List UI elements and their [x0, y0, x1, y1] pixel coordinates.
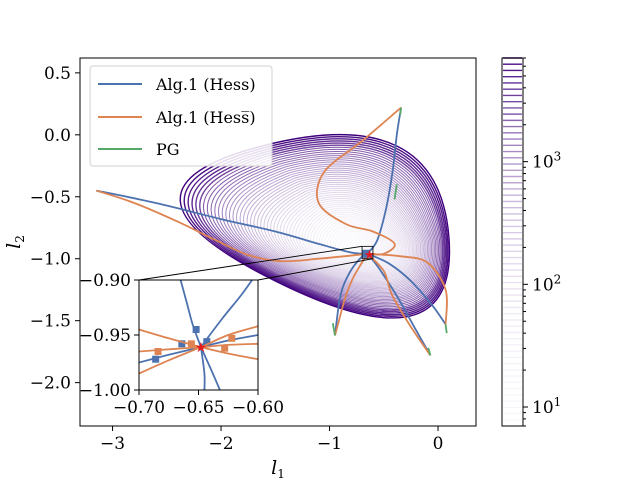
inset-marker-hessbar — [154, 348, 162, 355]
y-tick-label: −1.5 — [30, 312, 71, 332]
colorbar-tick-label: 103 — [532, 150, 561, 173]
contour-line — [270, 185, 416, 284]
contour-line — [246, 171, 426, 292]
x-tick-label: 0 — [433, 434, 444, 454]
inset-marker-hess — [203, 338, 211, 346]
contour-line — [332, 227, 388, 263]
zoom-connectors — [138, 245, 374, 281]
y-tick-label: −0.5 — [30, 188, 71, 208]
inset-marker-hessbar — [221, 344, 229, 352]
contour-line — [191, 140, 447, 314]
colorbar-tick-label: 102 — [532, 272, 561, 295]
colorbar-ticks: 101 102 103 — [523, 57, 561, 427]
series-line-hessbar — [366, 253, 432, 356]
contour-line — [206, 148, 441, 308]
contour-line — [218, 155, 437, 303]
contour-line — [327, 223, 390, 265]
series-line-hessbar — [367, 252, 448, 325]
series-line-hess — [366, 107, 402, 255]
main-series: ★ — [96, 106, 448, 356]
inset-series: ★ — [139, 280, 258, 390]
y-tick-label: 0.0 — [44, 126, 71, 146]
contour-line — [253, 175, 423, 290]
contour-line — [304, 207, 401, 272]
inset-y-tick-label: −0.90 — [79, 271, 131, 291]
main-axes-frame — [79, 57, 477, 427]
y-tick-label: −1.0 — [30, 250, 71, 270]
inset-y-tick-label: −0.95 — [79, 326, 131, 346]
legend-label-pg: PG — [156, 140, 180, 159]
y-tick-label: −2.0 — [30, 374, 71, 394]
contour-line — [183, 136, 449, 318]
contour-line — [286, 195, 409, 278]
contour-line — [214, 153, 438, 305]
inset-marker-hess — [178, 340, 186, 348]
zoom-connector-line — [138, 245, 363, 281]
series-line-pg — [427, 347, 432, 356]
optimum-square-marker — [362, 249, 371, 258]
series-line-pg — [393, 184, 398, 200]
legend-label-hess: Alg.1 (Hess) — [155, 75, 256, 94]
contour-line — [307, 209, 400, 271]
y-tick-label: 0.5 — [44, 64, 71, 84]
contour-line — [243, 169, 427, 294]
legend-box — [89, 65, 273, 167]
inset-x-tick-label: −0.65 — [172, 398, 224, 418]
contour-line — [203, 146, 442, 309]
x-axis-label: l1 — [271, 457, 285, 480]
legend-label-hessbar: Alg.1 (Hess̅) — [155, 108, 256, 127]
contour-line — [221, 157, 435, 302]
series-line-hess — [96, 189, 368, 255]
contour-line — [263, 181, 419, 286]
inset-series-line-hessbar — [139, 325, 258, 375]
colorbar-tick-label: 101 — [532, 395, 561, 418]
zoom-region-box — [361, 245, 374, 260]
series-line-hessbar — [334, 253, 369, 336]
contour-line — [232, 163, 431, 298]
optimum-star-marker: ★ — [364, 248, 376, 263]
inset-series-line-hess — [179, 280, 202, 348]
inset-y-tick-label: −1.00 — [79, 381, 131, 401]
x-tick-label: −1 — [317, 434, 342, 454]
series-line-pg — [444, 324, 448, 334]
colorbar-frame — [501, 57, 524, 427]
y-axis-label: l2 — [3, 235, 27, 249]
contour-line — [260, 179, 420, 287]
inset-x-tick-label: −0.60 — [232, 398, 284, 418]
contour-line — [337, 230, 385, 262]
contour-line — [250, 173, 424, 291]
contour-line — [340, 232, 383, 261]
x-tick-label: −3 — [100, 434, 125, 454]
series-line-pg — [331, 323, 336, 336]
inset-marker-hessbar — [187, 340, 195, 348]
colorbar — [503, 57, 522, 427]
contour-line — [210, 151, 439, 306]
inset-series-line-hess — [200, 346, 206, 390]
inset-series-line-hess — [200, 346, 221, 390]
main-ticks: −3 −2 −1 0 0.5 0.0 −0.5 −1.0 −1.5 −2.0 — [30, 64, 444, 454]
contour-line — [335, 228, 386, 263]
series-line-hessbar — [316, 106, 402, 256]
series-line-hess — [366, 253, 432, 356]
series-line-pg — [399, 107, 402, 116]
legend: Alg.1 (Hess) Alg.1 (Hess̅) PG — [89, 65, 273, 167]
contour-line — [225, 159, 434, 300]
contour-line — [266, 183, 417, 285]
contour-line — [229, 161, 433, 299]
inset-marker-hessbar — [228, 334, 236, 342]
x-tick-label: −2 — [209, 434, 234, 454]
inset-optimum-star: ★ — [195, 340, 208, 356]
series-line-hessbar — [96, 189, 368, 263]
series-line-hess — [367, 252, 447, 325]
contour-line — [342, 234, 382, 261]
inset-marker-hess — [192, 326, 200, 333]
inset-marker-hess — [152, 355, 160, 363]
contour-line — [310, 211, 398, 270]
inset-x-tick-label: −0.70 — [113, 398, 165, 418]
zoom-connector-line — [257, 258, 374, 281]
contour-line — [195, 142, 445, 313]
inset-series-line-hess — [200, 280, 253, 348]
inset-ticks: −0.70 −0.65 −0.60 −0.90 −0.95 −1.00 — [79, 271, 284, 418]
